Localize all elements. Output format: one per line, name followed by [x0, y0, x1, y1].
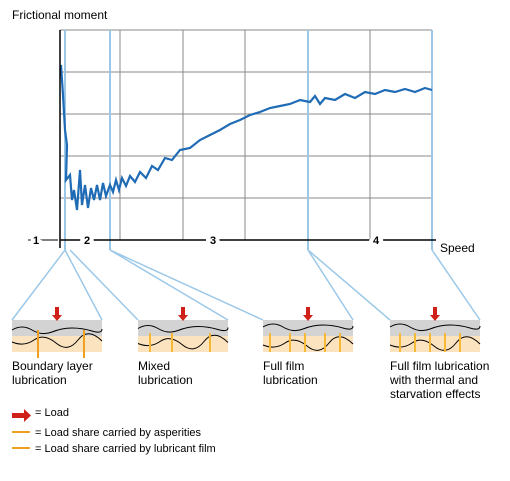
panel-label: Mixed: [138, 359, 170, 373]
panel-label: Full film lubrication: [390, 359, 489, 373]
panel-label: lubrication: [138, 373, 193, 387]
panel-label: lubrication: [12, 373, 67, 387]
surface-top: [137, 325, 229, 333]
y-axis-label: Frictional moment: [12, 8, 108, 22]
zone-lines: [64, 30, 433, 250]
load-arrow-head: [52, 315, 62, 321]
panel-upper: [390, 320, 480, 336]
panel-label: starvation effects: [390, 387, 481, 401]
zone-label: 3: [210, 235, 216, 247]
panels: Boundary layerlubricationMixedlubricatio…: [11, 307, 489, 401]
load-arrow-head: [303, 315, 313, 321]
surface-top: [262, 323, 354, 332]
panel-label: with thermal and: [389, 373, 478, 387]
legend-label: = Load share carried by asperities: [35, 427, 202, 439]
load-arrow: [433, 307, 437, 315]
panel-lower: [138, 336, 228, 352]
panel-label: Boundary layer: [12, 359, 93, 373]
friction-curve: [59, 64, 433, 211]
load-arrow-head: [430, 315, 440, 321]
legend-label: = Load: [35, 407, 69, 419]
surface-top: [389, 323, 481, 332]
panel-upper: [263, 320, 353, 336]
legend: = Load = Load share carried by asperities…: [12, 407, 216, 455]
connectors: [11, 248, 481, 321]
panel-lower: [390, 336, 480, 352]
axes: [59, 30, 436, 248]
load-arrow: [181, 307, 185, 315]
panel-label: Full film: [263, 359, 304, 373]
x-axis-label: Speed: [440, 241, 475, 255]
load-arrow-head: [178, 315, 188, 321]
load-arrow: [306, 307, 310, 315]
panel-label: lubrication: [263, 373, 318, 387]
surface-bottom: [389, 336, 481, 351]
legend-load-icon: [24, 409, 31, 422]
panel-upper: [12, 320, 102, 336]
grid: [60, 29, 432, 240]
legend-label: = Load share carried by lubricant film: [35, 443, 216, 455]
zone-label: 1: [33, 235, 39, 247]
zone-label: 2: [84, 235, 90, 247]
load-arrow: [55, 307, 59, 315]
legend-load-icon: [12, 413, 24, 418]
surface-bottom: [262, 336, 354, 351]
panel-lower: [263, 336, 353, 352]
zone-label-bg: 1: [33, 235, 39, 247]
panel-upper: [138, 320, 228, 336]
surface-top: [11, 326, 103, 335]
zone-label: 4: [373, 235, 380, 247]
